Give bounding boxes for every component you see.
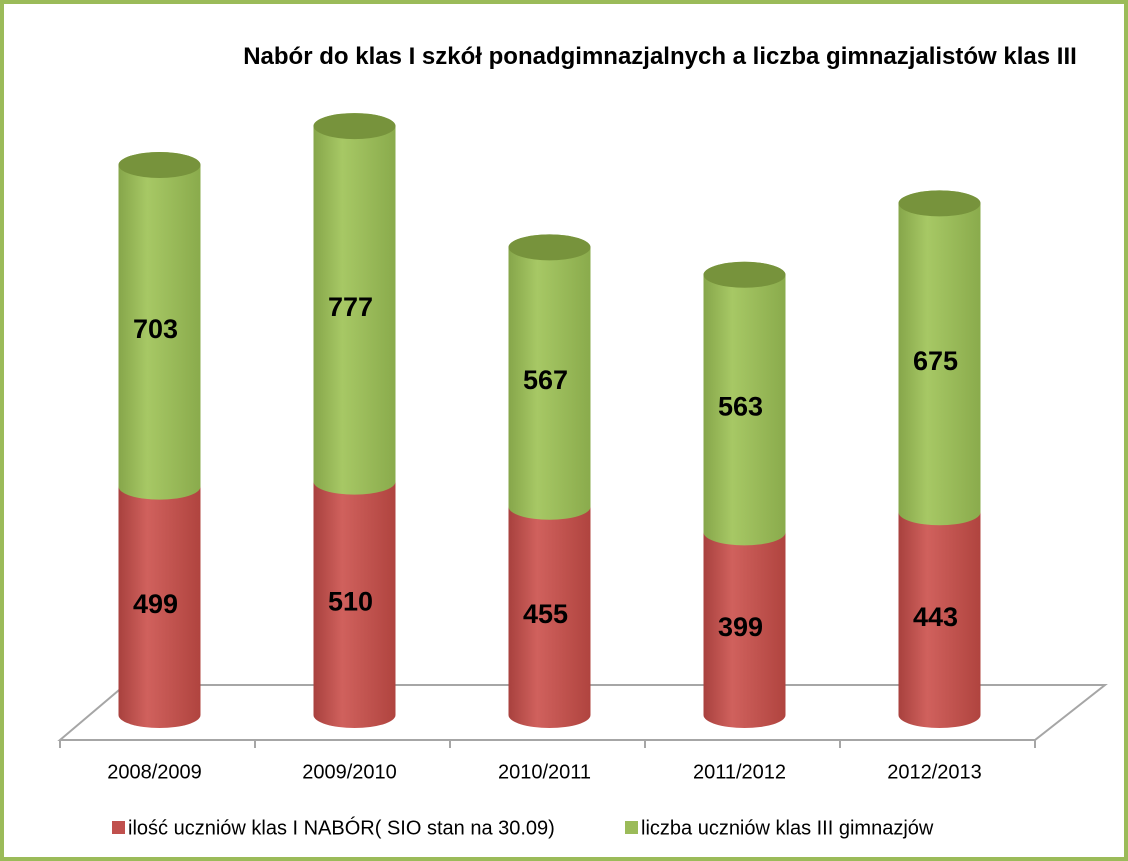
cylinder-top bbox=[703, 261, 786, 288]
chart-title: Nabór do klas I szkół ponadgimnazjalnych… bbox=[243, 43, 1077, 70]
cylinder-top bbox=[508, 234, 591, 261]
cylinder-segment bbox=[118, 473, 201, 728]
value-label: 703 bbox=[133, 314, 178, 344]
cylinder-top bbox=[118, 151, 201, 178]
value-label: 675 bbox=[913, 346, 958, 376]
x-tick-label: 2012/2013 bbox=[887, 761, 982, 783]
cylinder-top bbox=[898, 190, 981, 217]
value-label: 443 bbox=[913, 602, 958, 632]
value-label: 499 bbox=[133, 589, 178, 619]
cylinder-segment bbox=[898, 190, 981, 526]
value-label: 777 bbox=[328, 292, 373, 322]
cylinder-segment bbox=[508, 234, 591, 520]
x-tick-label: 2009/2010 bbox=[302, 761, 397, 783]
legend-label: ilość uczniów klas I NABÓR( SIO stan na … bbox=[128, 816, 555, 839]
cylinder-segment bbox=[898, 499, 981, 729]
x-tick-label: 2008/2009 bbox=[107, 761, 202, 783]
value-label: 563 bbox=[718, 392, 763, 422]
cylinder-segment bbox=[313, 113, 396, 495]
cylinder-segment bbox=[703, 261, 786, 546]
value-label: 567 bbox=[523, 365, 568, 395]
cylinder-top bbox=[313, 113, 396, 140]
legend-swatch bbox=[625, 821, 638, 834]
legend-swatch bbox=[112, 821, 125, 834]
cylinder-segment bbox=[313, 468, 396, 729]
value-label: 455 bbox=[523, 599, 568, 629]
legend-label: liczba uczniów klas III gimnazjów bbox=[641, 817, 934, 839]
cylinder-segment bbox=[703, 519, 786, 729]
x-tick-label: 2010/2011 bbox=[498, 761, 591, 783]
x-tick-label: 2011/2012 bbox=[693, 761, 786, 783]
value-label: 510 bbox=[328, 586, 373, 616]
floor bbox=[57, 684, 1108, 741]
cylinder-segment bbox=[508, 493, 591, 729]
cylinder-segment bbox=[118, 151, 201, 500]
value-label: 399 bbox=[718, 612, 763, 642]
